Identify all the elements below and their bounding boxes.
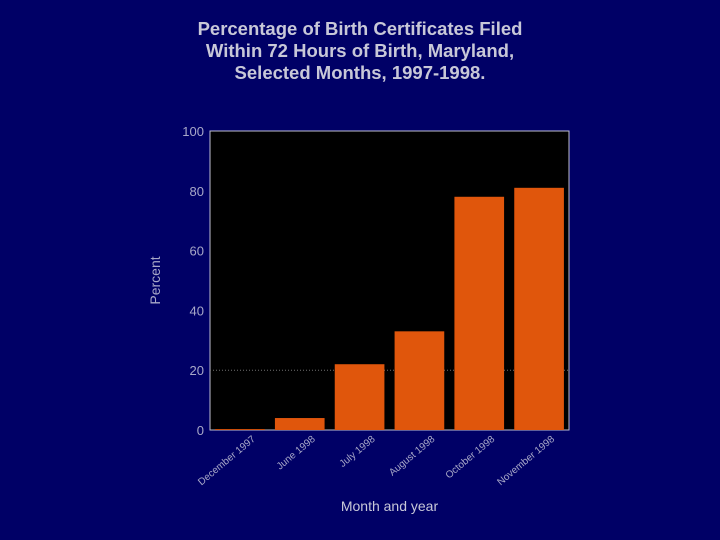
plot-area (209, 130, 570, 431)
y-tick-label: 40 (190, 303, 204, 318)
title-line-1: Percentage of Birth Certificates Filed (197, 18, 523, 39)
y-axis-label: Percent (147, 256, 163, 304)
y-tick-label: 20 (190, 363, 204, 378)
bar (394, 331, 445, 430)
y-tick-label: 60 (190, 244, 204, 259)
x-tick-label: August 1998 (387, 434, 437, 479)
bar (274, 418, 325, 430)
bar (454, 196, 505, 430)
bar (334, 364, 385, 430)
title-line-3: Selected Months, 1997-1998. (234, 62, 486, 83)
bar (514, 187, 564, 430)
chart-title: Percentage of Birth Certificates Filed W… (0, 18, 720, 84)
x-axis-label: Month and year (341, 498, 439, 514)
x-tick-label: December 1997 (196, 434, 258, 488)
x-tick-label: July 1998 (338, 434, 378, 470)
title-line-2: Within 72 Hours of Birth, Maryland, (205, 40, 515, 61)
y-tick-label: 0 (197, 423, 204, 438)
bar (215, 429, 265, 430)
y-tick-label: 100 (182, 124, 204, 139)
x-tick-label: October 1998 (444, 434, 498, 482)
y-tick-label: 80 (190, 184, 204, 199)
x-tick-label: June 1998 (275, 434, 318, 473)
x-tick-label: November 1998 (495, 434, 557, 488)
